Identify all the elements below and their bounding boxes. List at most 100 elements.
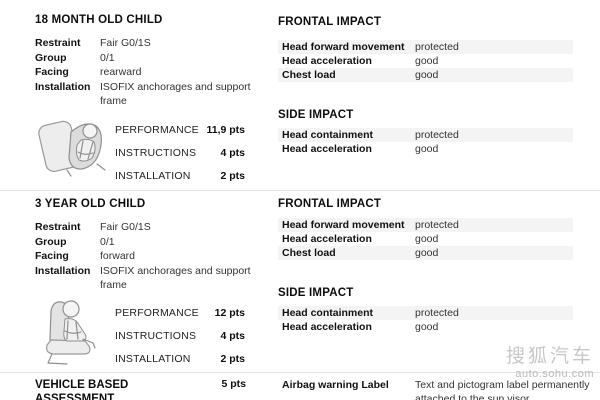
- impact-value: good: [415, 233, 439, 245]
- section-3-year-right: FRONTAL IMPACT Head forward movement pro…: [278, 198, 573, 334]
- detail-row: Group 0/1: [35, 51, 270, 66]
- detail-value: ISOFIX anchorages and support frame: [100, 80, 251, 108]
- score-row: INSTRUCTIONS 4 pts: [115, 324, 245, 347]
- impact-row: Head acceleration good: [278, 320, 573, 334]
- detail-row: Installation ISOFIX anchorages and suppo…: [35, 264, 270, 293]
- score-label: INSTALLATION: [115, 169, 191, 182]
- forward-facing-seat-icon: [37, 295, 109, 370]
- impact-label: Head containment: [282, 129, 374, 141]
- detail-row: Facing rearward: [35, 65, 270, 80]
- impact-label: Head acceleration: [282, 321, 372, 333]
- impact-value: protected: [415, 219, 459, 231]
- score-value: 4 pts: [220, 329, 245, 342]
- impact-value: protected: [415, 307, 459, 319]
- section-18-month-right: FRONTAL IMPACT Head forward movement pro…: [278, 16, 573, 156]
- impact-row: Head acceleration good: [278, 142, 573, 156]
- detail-value: forward: [100, 250, 136, 262]
- impact-row: Head acceleration good: [278, 232, 573, 246]
- score-row: PERFORMANCE 12 pts: [115, 301, 245, 324]
- side-impact-table: Head containment protected Head accelera…: [278, 128, 573, 156]
- detail-value: ISOFIX anchorages and support frame: [100, 264, 251, 292]
- frontal-impact-table: Head forward movement protected Head acc…: [278, 218, 573, 260]
- score-list: PERFORMANCE 11,9 pts INSTRUCTIONS 4 pts …: [115, 118, 245, 187]
- detail-value: 0/1: [100, 51, 115, 64]
- impact-value: good: [415, 321, 439, 333]
- detail-row: Group 0/1: [35, 235, 270, 250]
- impact-row: Head forward movement protected: [278, 40, 573, 54]
- detail-value: 0/1: [100, 235, 115, 248]
- impact-row: Head forward movement protected: [278, 218, 573, 232]
- impact-value: good: [415, 69, 439, 81]
- score-value: 4 pts: [220, 146, 245, 159]
- frontal-impact-table: Head forward movement protected Head acc…: [278, 40, 573, 82]
- impact-value: good: [415, 55, 439, 67]
- airbag-warning-label: Airbag warning Label: [282, 379, 389, 391]
- section-3-year-left: 3 YEAR OLD CHILD Restraint Fair G0/1S Gr…: [35, 198, 270, 293]
- impact-label: Head containment: [282, 307, 374, 319]
- score-label: INSTRUCTIONS: [115, 329, 197, 342]
- side-impact-title: SIDE IMPACT: [278, 109, 354, 121]
- airbag-warning-row: Airbag warning Label Text and pictogram …: [282, 379, 600, 400]
- frontal-impact-title: FRONTAL IMPACT: [278, 16, 382, 28]
- impact-row: Chest load good: [278, 68, 573, 82]
- impact-row: Head containment protected: [278, 306, 573, 320]
- impact-label: Head acceleration: [282, 55, 372, 67]
- section-divider: [0, 372, 600, 373]
- detail-label: Group: [35, 235, 67, 248]
- section-3-year-scores: PERFORMANCE 12 pts INSTRUCTIONS 4 pts IN…: [35, 295, 270, 367]
- detail-label: Installation: [35, 264, 91, 277]
- detail-label: Restraint: [35, 221, 81, 233]
- section-title: 18 MONTH OLD CHILD: [35, 14, 163, 26]
- score-value: 2 pts: [220, 352, 245, 365]
- score-label: PERFORMANCE: [115, 306, 199, 319]
- detail-value: rearward: [100, 66, 142, 78]
- score-value: 12 pts: [214, 306, 245, 319]
- frontal-impact-title: FRONTAL IMPACT: [278, 198, 382, 210]
- side-impact-title: SIDE IMPACT: [278, 287, 354, 299]
- detail-row: Installation ISOFIX anchorages and suppo…: [35, 80, 270, 109]
- section-title: 3 YEAR OLD CHILD: [35, 198, 146, 210]
- vehicle-based-assessment: VEHICLE BASED ASSESSMENT 5 pts: [35, 378, 246, 400]
- detail-label: Facing: [35, 66, 69, 78]
- impact-value: protected: [415, 129, 459, 141]
- detail-value: Fair G0/1S: [100, 37, 151, 49]
- impact-value: good: [415, 143, 439, 155]
- section-divider: [0, 190, 600, 191]
- impact-row: Head containment protected: [278, 128, 573, 142]
- score-value: 2 pts: [220, 169, 245, 182]
- score-label: PERFORMANCE: [115, 123, 199, 136]
- score-row: INSTALLATION 2 pts: [115, 347, 245, 370]
- section-18-month-left: 18 MONTH OLD CHILD Restraint Fair G0/1S …: [35, 14, 270, 109]
- impact-label: Chest load: [282, 69, 336, 81]
- section-18-month-scores: PERFORMANCE 11,9 pts INSTRUCTIONS 4 pts …: [35, 112, 270, 184]
- detail-label: Facing: [35, 250, 69, 262]
- impact-label: Head forward movement: [282, 41, 405, 53]
- impact-label: Head forward movement: [282, 219, 405, 231]
- detail-row: Facing forward: [35, 249, 270, 264]
- detail-label: Group: [35, 51, 67, 64]
- restraint-details: Restraint Fair G0/1S Group 0/1 Facing re…: [35, 36, 270, 109]
- impact-label: Chest load: [282, 247, 336, 259]
- vehicle-assessment-label: VEHICLE BASED ASSESSMENT: [35, 379, 129, 400]
- score-label: INSTALLATION: [115, 352, 191, 365]
- rearward-facing-seat-icon: [37, 112, 109, 187]
- score-value: 11,9 pts: [206, 123, 245, 136]
- sohu-auto-url-watermark: auto.sohu.com: [515, 368, 594, 380]
- score-list: PERFORMANCE 12 pts INSTRUCTIONS 4 pts IN…: [115, 301, 245, 370]
- detail-value: Fair G0/1S: [100, 221, 151, 233]
- impact-label: Head acceleration: [282, 143, 372, 155]
- side-impact-table: Head containment protected Head accelera…: [278, 306, 573, 334]
- sohu-auto-watermark: 搜狐汽车: [505, 346, 594, 367]
- score-row: INSTALLATION 2 pts: [115, 164, 245, 187]
- detail-label: Installation: [35, 80, 91, 93]
- impact-value: protected: [415, 41, 459, 53]
- score-row: PERFORMANCE 11,9 pts: [115, 118, 245, 141]
- airbag-warning-value: Text and pictogram label permanently att…: [415, 379, 590, 400]
- detail-row: Restraint Fair G0/1S: [35, 220, 270, 235]
- score-label: INSTRUCTIONS: [115, 146, 197, 159]
- score-row: INSTRUCTIONS 4 pts: [115, 141, 245, 164]
- restraint-details: Restraint Fair G0/1S Group 0/1 Facing fo…: [35, 220, 270, 293]
- detail-row: Restraint Fair G0/1S: [35, 36, 270, 51]
- vehicle-assessment-points: 5 pts: [221, 378, 246, 390]
